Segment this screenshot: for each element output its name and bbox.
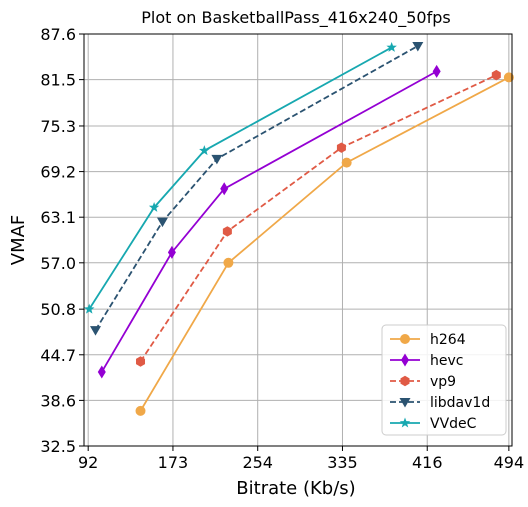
legend-entry-libdav1d: libdav1d bbox=[390, 395, 490, 411]
series-hevc bbox=[97, 64, 441, 379]
data-point-h264 bbox=[503, 72, 514, 83]
y-tick-label: 50.8 bbox=[40, 300, 76, 319]
data-point-VVdeC bbox=[148, 201, 160, 212]
data-point-hevc bbox=[167, 245, 176, 259]
data-point-h264 bbox=[341, 157, 352, 168]
data-point-libdav1d bbox=[211, 154, 223, 165]
series-line-h264 bbox=[139, 76, 510, 412]
data-point-h264 bbox=[135, 405, 146, 416]
x-tick-label: 416 bbox=[412, 453, 443, 472]
series-layer bbox=[84, 41, 514, 416]
legend-marker bbox=[401, 353, 409, 367]
data-point-vp9 bbox=[336, 142, 346, 153]
series-line-VVdeC bbox=[88, 46, 393, 310]
data-point-vp9 bbox=[491, 69, 501, 81]
data-point-h264 bbox=[223, 257, 234, 268]
y-tick-label: 57.0 bbox=[40, 254, 76, 273]
series-libdav1d bbox=[90, 41, 424, 336]
series-VVdeC bbox=[84, 41, 397, 314]
legend-entry-hevc: hevc bbox=[390, 353, 463, 369]
x-tick-label: 335 bbox=[327, 453, 358, 472]
x-axis-label: Bitrate (Kb/s) bbox=[236, 478, 355, 499]
data-point-VVdeC bbox=[386, 41, 397, 52]
series-vp9 bbox=[136, 69, 501, 367]
chart-title: Plot on BasketballPass_416x240_50fps bbox=[141, 8, 450, 28]
y-tick-label: 87.6 bbox=[40, 25, 76, 44]
series-line-hevc bbox=[101, 70, 438, 373]
x-tick-label: 254 bbox=[242, 453, 273, 472]
data-point-VVdeC bbox=[84, 303, 95, 314]
y-tick-label: 69.2 bbox=[40, 163, 76, 182]
data-point-VVdeC bbox=[199, 145, 210, 156]
y-tick-label: 75.3 bbox=[40, 117, 76, 136]
data-point-hevc bbox=[97, 365, 106, 379]
grid bbox=[84, 33, 512, 447]
legend-entry-vp9: vp9 bbox=[390, 374, 456, 390]
plot-frame bbox=[83, 33, 513, 447]
legend-label: VVdeC bbox=[430, 416, 477, 432]
data-point-libdav1d bbox=[412, 41, 424, 52]
data-point-vp9 bbox=[222, 226, 232, 237]
x-tick-label: 494 bbox=[494, 453, 525, 472]
y-tick-label: 81.5 bbox=[40, 71, 76, 90]
legend-marker bbox=[399, 398, 411, 408]
series-h264 bbox=[135, 72, 514, 416]
y-axis-label: VMAF bbox=[8, 215, 29, 266]
data-point-hevc bbox=[432, 64, 441, 78]
series-line-vp9 bbox=[139, 74, 497, 363]
series-line-libdav1d bbox=[94, 45, 419, 331]
legend-entry-h264: h264 bbox=[390, 332, 466, 348]
x-tick-label: 173 bbox=[158, 453, 189, 472]
x-tick-label: 92 bbox=[78, 453, 98, 472]
legend-marker bbox=[399, 417, 411, 428]
legend-label: vp9 bbox=[430, 374, 456, 390]
y-tick-label: 38.6 bbox=[40, 391, 76, 410]
legend-marker bbox=[400, 334, 410, 344]
legend-box bbox=[381, 324, 507, 436]
legend-label: h264 bbox=[430, 332, 466, 348]
data-point-hevc bbox=[220, 182, 229, 196]
legend-entry-VVdeC: VVdeC bbox=[390, 416, 477, 432]
data-point-libdav1d bbox=[90, 326, 102, 336]
data-point-libdav1d bbox=[156, 217, 168, 228]
ticks: 92 173 254 335 416 494 32.5 38.6 44.7 50.8 57.0 63.… bbox=[40, 25, 524, 472]
y-tick-label: 44.7 bbox=[40, 346, 76, 365]
legend-marker bbox=[400, 375, 410, 387]
y-tick-label: 32.5 bbox=[40, 437, 76, 456]
y-tick-label: 63.1 bbox=[40, 208, 76, 227]
legend-label: hevc bbox=[430, 353, 463, 369]
legend: h264 hevc vp9 libdav1d VVdeC bbox=[381, 324, 507, 436]
legend-label: libdav1d bbox=[430, 395, 490, 411]
data-point-vp9 bbox=[136, 356, 146, 367]
